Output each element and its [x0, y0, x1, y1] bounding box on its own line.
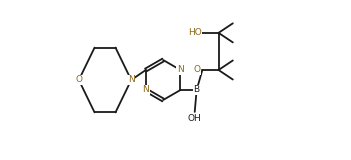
Text: O: O	[75, 76, 82, 84]
Text: OH: OH	[188, 114, 201, 123]
Text: N: N	[128, 76, 134, 84]
Text: HO: HO	[188, 28, 201, 37]
Text: B: B	[193, 85, 200, 95]
Text: N: N	[143, 85, 149, 95]
Text: O: O	[193, 65, 200, 75]
Text: N: N	[177, 65, 184, 75]
